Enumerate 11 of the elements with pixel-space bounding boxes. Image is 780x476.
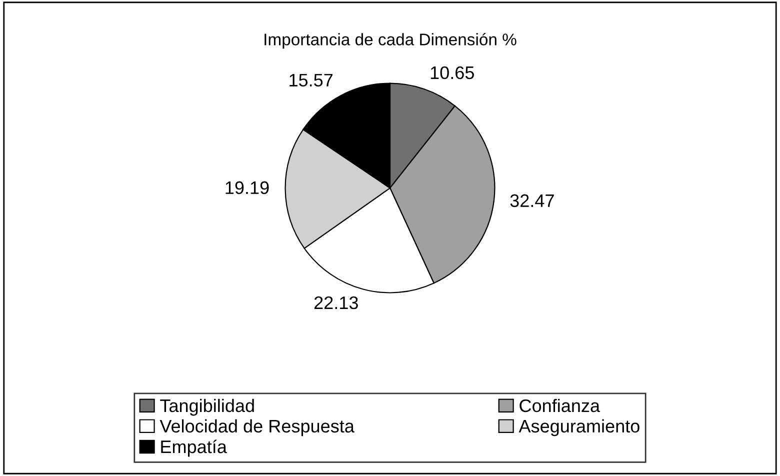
legend-label: Tangibilidad (160, 398, 254, 416)
data-label: 19.19 (226, 181, 269, 194)
data-label: 32.47 (510, 194, 554, 208)
chart-title: Importancia de cada Dimensión % (264, 32, 516, 49)
legend-label: Empatía (161, 440, 227, 457)
data-label: 22.13 (314, 296, 358, 310)
data-label: 15.57 (290, 74, 333, 87)
data-label: 10.65 (430, 66, 474, 80)
legend-label: Aseguramiento (518, 419, 640, 436)
legend-label: Confianza (520, 398, 600, 412)
legend-label: Velocidad de Respuesta (160, 419, 354, 436)
